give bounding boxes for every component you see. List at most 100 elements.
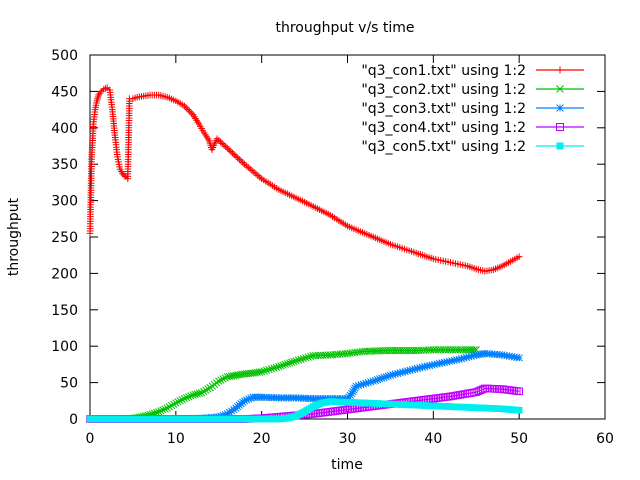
x-tick-label: 20 xyxy=(253,431,271,447)
data-point xyxy=(515,253,523,260)
data-point xyxy=(221,410,229,419)
legend-label: "q3_con2.txt" using 1:2 xyxy=(361,82,526,98)
data-point xyxy=(401,367,409,376)
data-point xyxy=(389,371,397,379)
data-point xyxy=(556,66,564,74)
data-point xyxy=(465,353,473,361)
data-point xyxy=(279,361,287,369)
x-tick-label: 60 xyxy=(596,431,614,447)
data-point xyxy=(382,373,390,381)
data-point xyxy=(245,395,253,403)
data-point xyxy=(262,366,271,374)
data-point xyxy=(185,393,193,401)
series-1 xyxy=(86,84,523,275)
data-point xyxy=(265,365,273,374)
data-point xyxy=(369,377,377,385)
data-point xyxy=(159,406,167,414)
data-point xyxy=(408,366,417,374)
series-2 xyxy=(86,346,480,423)
data-point xyxy=(191,390,199,399)
y-tick-label: 450 xyxy=(51,84,78,100)
data-point xyxy=(556,85,564,93)
y-tick-label: 400 xyxy=(51,121,78,137)
data-point xyxy=(515,387,523,396)
data-point xyxy=(423,362,431,370)
data-point xyxy=(445,357,453,366)
data-point xyxy=(297,355,305,363)
data-point xyxy=(443,358,451,366)
data-point xyxy=(376,375,384,383)
data-point xyxy=(460,354,468,362)
x-axis-label: time xyxy=(331,457,363,473)
x-tick-label: 0 xyxy=(86,431,95,447)
legend-label: "q3_con4.txt" using 1:2 xyxy=(361,120,526,136)
data-point xyxy=(348,389,356,398)
data-point xyxy=(380,373,388,382)
legend: "q3_con1.txt" using 1:2 "q3_con2.txt" usi… xyxy=(361,63,584,155)
data-point xyxy=(556,142,564,150)
series-layer xyxy=(86,84,523,423)
data-point xyxy=(556,123,564,131)
data-point xyxy=(294,356,303,364)
data-point xyxy=(378,374,386,382)
data-point xyxy=(302,354,310,362)
data-point xyxy=(556,104,564,112)
data-point xyxy=(204,385,212,393)
data-point xyxy=(362,379,370,387)
data-point xyxy=(357,381,365,389)
legend-item-1: "q3_con1.txt" using 1:2 xyxy=(361,63,584,79)
legend-item-5: "q3_con5.txt" using 1:2 xyxy=(361,139,584,155)
data-point xyxy=(350,386,358,394)
data-point xyxy=(354,381,363,390)
data-point xyxy=(394,369,402,378)
data-point xyxy=(163,404,171,412)
data-point xyxy=(292,357,300,365)
data-point xyxy=(391,370,399,378)
data-point xyxy=(290,357,298,366)
data-point xyxy=(155,408,163,416)
series-5 xyxy=(86,398,523,423)
data-point xyxy=(242,396,251,404)
data-point xyxy=(406,366,414,374)
y-tick-label: 300 xyxy=(51,194,78,210)
data-point xyxy=(428,361,436,369)
data-point xyxy=(260,367,268,375)
data-point xyxy=(371,376,380,385)
legend-label: "q3_con3.txt" using 1:2 xyxy=(361,101,526,117)
data-point xyxy=(426,361,434,370)
y-tick-label: 50 xyxy=(60,376,78,392)
data-point xyxy=(157,407,165,415)
data-point xyxy=(170,400,178,408)
data-point xyxy=(403,367,412,375)
data-point xyxy=(438,359,446,367)
data-point xyxy=(367,378,375,386)
data-point xyxy=(167,401,176,410)
y-tick-label: 100 xyxy=(51,339,78,355)
data-point xyxy=(165,403,174,411)
data-point xyxy=(470,351,478,360)
data-point xyxy=(281,360,289,369)
data-point xyxy=(172,399,180,407)
data-point xyxy=(467,352,475,360)
data-point xyxy=(440,358,449,367)
data-point xyxy=(364,378,372,387)
data-point xyxy=(189,391,197,399)
data-point xyxy=(448,357,456,365)
data-point xyxy=(288,358,296,366)
data-point xyxy=(200,387,208,396)
data-point xyxy=(418,363,426,371)
data-point xyxy=(452,356,461,364)
data-point xyxy=(240,397,249,405)
data-point xyxy=(258,368,266,376)
data-point xyxy=(399,368,407,376)
data-point xyxy=(416,364,424,372)
y-tick-label: 350 xyxy=(51,157,78,173)
y-tick-label: 500 xyxy=(51,48,78,64)
data-point xyxy=(435,359,444,368)
x-tick-label: 50 xyxy=(510,431,528,447)
y-tick-label: 150 xyxy=(51,303,78,319)
data-point xyxy=(373,376,382,384)
y-axis-label: throughput xyxy=(6,197,22,276)
data-point xyxy=(396,369,404,377)
